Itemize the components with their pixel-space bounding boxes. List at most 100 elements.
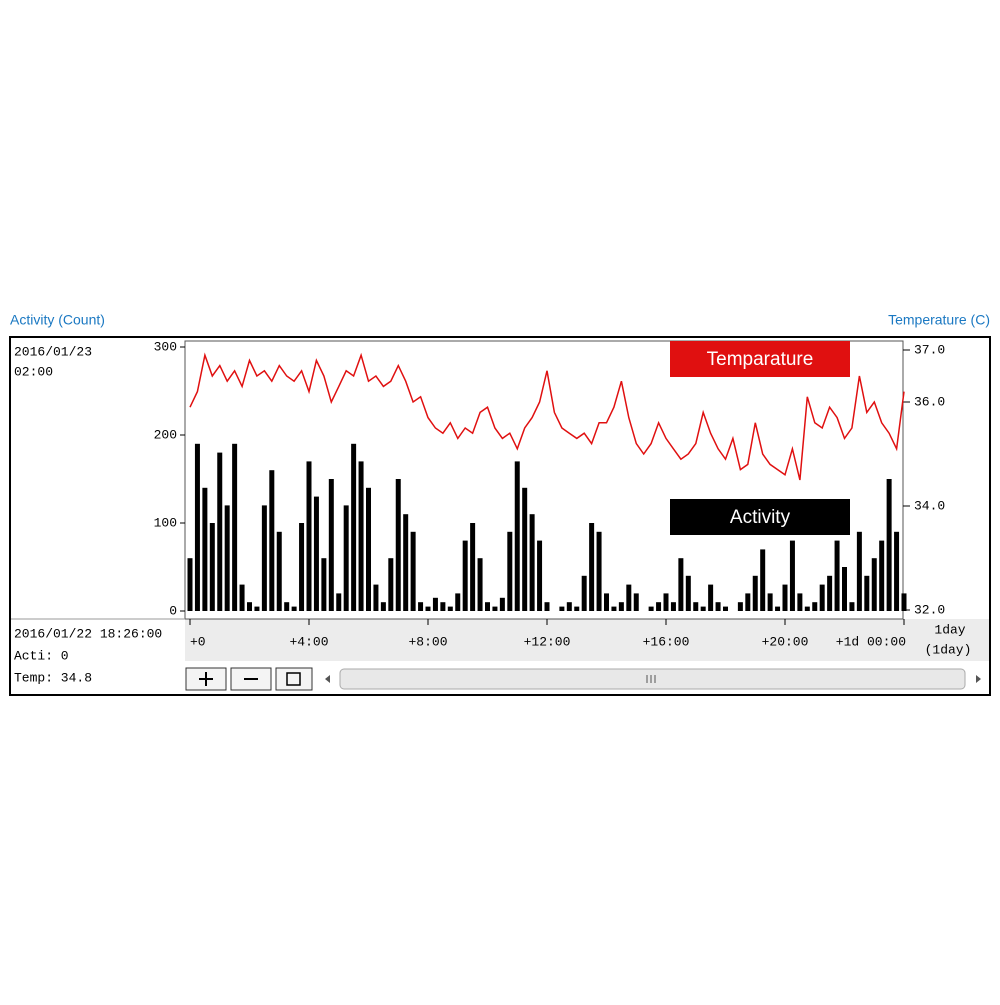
x-tick-label: +16:00 (643, 634, 690, 649)
bar (842, 567, 847, 611)
bar (856, 531, 862, 611)
bar (581, 575, 587, 611)
bar (648, 606, 654, 611)
axis-strip (185, 619, 989, 661)
bar (886, 479, 892, 611)
bar (187, 558, 193, 611)
bar (626, 584, 632, 611)
bar (879, 540, 885, 611)
y2-tick-label: 32.0 (914, 602, 945, 617)
bar (827, 575, 833, 611)
bar (611, 606, 617, 611)
scroll-grip (646, 675, 656, 683)
bar (224, 505, 230, 611)
bar (358, 461, 364, 611)
cursor-time: 2016/01/22 18:26:00 (14, 626, 162, 641)
y-tick-label: 200 (154, 427, 177, 442)
bar (261, 505, 267, 611)
bar (447, 606, 453, 611)
bar (745, 593, 751, 611)
bar (663, 593, 669, 611)
legend-box (670, 341, 850, 377)
scrollbar[interactable] (339, 668, 966, 690)
bar (507, 531, 513, 611)
scroll-left[interactable] (325, 675, 330, 683)
bar (537, 540, 543, 611)
bar (254, 606, 260, 611)
bar (440, 602, 446, 611)
bar (834, 540, 840, 611)
bar (418, 602, 424, 611)
bar (492, 606, 498, 611)
top-date: 2016/01/23 (14, 344, 92, 359)
bar (425, 606, 431, 611)
bar (656, 602, 662, 611)
bar (485, 602, 490, 611)
bar (388, 558, 394, 611)
span-label: 1day (934, 622, 965, 637)
bar (752, 575, 758, 611)
temperature-line (189, 352, 905, 481)
bar (351, 443, 357, 611)
bar (239, 584, 245, 611)
cursor-temperature: Temp: 34.8 (14, 670, 92, 685)
y2-tick-label: 34.0 (914, 498, 945, 513)
bar (291, 606, 297, 611)
y2-tick-label: 37.0 (914, 342, 945, 357)
bar (209, 523, 215, 611)
x-tick-label: +20:00 (762, 634, 809, 649)
legend-label: Activity (730, 507, 791, 528)
y-tick-label: 0 (169, 603, 177, 618)
bar (299, 523, 305, 611)
bar (804, 606, 810, 611)
bar (373, 584, 379, 611)
zoom-out-button[interactable] (230, 667, 272, 691)
bar (432, 597, 438, 611)
bar (559, 606, 565, 611)
bar (618, 602, 624, 611)
bar (343, 505, 349, 611)
bar (775, 606, 781, 611)
bar (574, 606, 580, 611)
x-tick-label: +4:00 (289, 634, 328, 649)
bar (589, 523, 595, 611)
bar (708, 584, 714, 611)
bar (529, 514, 535, 611)
bar (455, 593, 461, 611)
bar (470, 523, 476, 611)
x-tick-label: +0 (190, 634, 206, 649)
bar (544, 602, 550, 611)
bar (232, 443, 238, 611)
scroll-right[interactable] (976, 675, 981, 683)
bar (403, 514, 409, 611)
y-axis-title: Activity (Count) (10, 312, 105, 328)
bar (871, 558, 877, 611)
legend-label: Temparature (707, 349, 814, 370)
bar (812, 602, 818, 611)
y2-tick-label: 36.0 (914, 394, 945, 409)
bar (782, 584, 788, 611)
bar (760, 549, 766, 611)
bar (522, 487, 528, 611)
top-time: 02:00 (14, 364, 53, 379)
y-tick-label: 100 (154, 515, 177, 530)
bar (566, 602, 572, 611)
bar (693, 602, 699, 611)
bar (194, 443, 200, 611)
bar (477, 558, 483, 611)
bar (269, 470, 275, 611)
zoom-in-button[interactable] (185, 667, 227, 691)
bar (328, 479, 334, 611)
bar (849, 602, 855, 611)
bar (217, 452, 223, 611)
bar (723, 606, 728, 611)
y-tick-label: 300 (154, 339, 177, 354)
bar (247, 602, 252, 611)
reset-button[interactable] (275, 667, 313, 691)
bar (670, 602, 676, 611)
bar (819, 584, 825, 611)
bar (901, 593, 907, 611)
bar (380, 602, 386, 611)
